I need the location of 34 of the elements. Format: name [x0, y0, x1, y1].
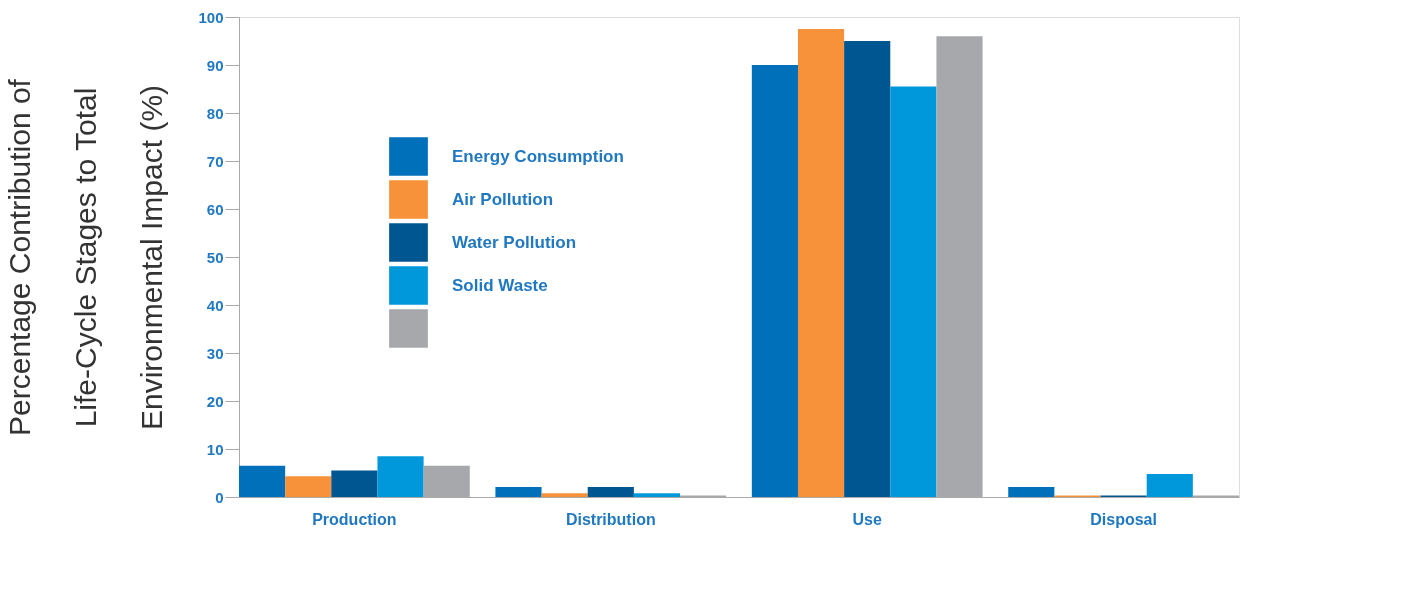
bar: [844, 41, 891, 497]
y-tick-label: 60: [206, 200, 224, 218]
y-tick-label: 90: [206, 56, 224, 74]
bar: [890, 86, 937, 497]
y-tick-label: 20: [206, 392, 224, 410]
x-tick-label: Use: [852, 510, 882, 528]
legend-label: Energy Consumption: [452, 146, 624, 166]
legend-label: Air Pollution: [452, 189, 554, 209]
x-tick-label: Production: [312, 510, 397, 528]
y-tick-label: 10: [206, 440, 224, 458]
bar: [1008, 486, 1055, 497]
bar: [377, 456, 424, 497]
x-tick-label: Distribution: [565, 510, 656, 528]
bar: [797, 29, 845, 497]
bar: [541, 493, 588, 497]
bar: [587, 486, 634, 497]
bar: [239, 465, 286, 497]
legend-label: Solid Waste: [452, 275, 548, 295]
legend-label: Water Pollution: [452, 232, 577, 252]
y-tick-label: 0: [215, 488, 224, 506]
bar: [1146, 473, 1193, 497]
y-tick-label: 40: [206, 296, 224, 314]
x-tick-label: Disposal: [1090, 510, 1157, 528]
bar: [751, 65, 798, 497]
bar: [285, 476, 332, 497]
bar: [331, 470, 378, 497]
y-axis-title: Percentage Contribution of Life-Cycle Stages to Total Environmental Impact (%): [3, 78, 169, 436]
y-tick-label: 70: [206, 152, 224, 170]
y-tick-label: 30: [206, 344, 224, 362]
y-tick-label: 100: [198, 8, 224, 26]
bar: [495, 486, 542, 497]
bar: [633, 493, 681, 497]
y-tick-label: 50: [206, 248, 224, 266]
y-tick-label: 80: [206, 104, 224, 122]
